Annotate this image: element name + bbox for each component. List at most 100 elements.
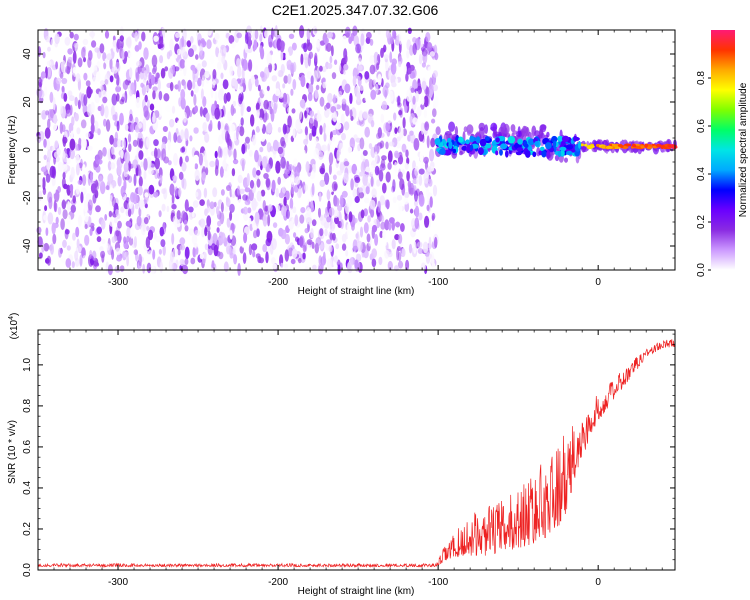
noise-cell <box>374 165 380 176</box>
noise-cell <box>62 172 66 179</box>
noise-cell <box>201 227 206 238</box>
noise-cell <box>143 170 147 180</box>
noise-cell <box>176 48 181 56</box>
noise-cell <box>96 236 102 243</box>
noise-cell <box>362 110 369 119</box>
noise-cell <box>413 241 417 254</box>
noise-cell <box>96 60 101 69</box>
noise-cell <box>239 126 245 137</box>
noise-cell <box>427 166 432 173</box>
noise-cell <box>424 121 430 131</box>
noise-cell <box>262 244 268 253</box>
noise-cell <box>40 166 47 173</box>
noise-cell <box>314 52 318 63</box>
noise-cell <box>259 146 264 153</box>
noise-cell <box>156 148 161 159</box>
noise-cell <box>146 262 152 274</box>
noise-cell <box>190 257 196 265</box>
signal-cell <box>560 149 565 157</box>
noise-cell <box>310 75 314 86</box>
snr-background <box>38 330 675 570</box>
noise-cell <box>69 31 74 39</box>
noise-cell <box>219 120 225 133</box>
noise-cell <box>434 52 439 61</box>
signal-cell <box>534 141 540 147</box>
noise-cell <box>91 40 97 48</box>
noise-cell <box>123 179 127 191</box>
noise-cell <box>129 67 133 78</box>
noise-cell <box>341 98 347 105</box>
noise-cell <box>230 175 234 185</box>
noise-cell <box>53 114 58 125</box>
noise-cell <box>143 47 149 60</box>
noise-cell <box>219 166 224 178</box>
noise-cell <box>40 71 46 79</box>
noise-cell <box>63 183 68 190</box>
noise-cell <box>365 186 370 195</box>
noise-cell <box>362 150 368 156</box>
noise-cell <box>179 258 185 267</box>
noise-cell <box>401 143 407 153</box>
noise-cell <box>397 260 404 269</box>
noise-cell <box>114 104 119 112</box>
noise-cell <box>252 134 257 146</box>
noise-cell <box>161 203 166 212</box>
snr-series-line <box>37 339 676 568</box>
noise-cell <box>260 189 266 197</box>
noise-cell <box>222 79 229 90</box>
noise-cell <box>201 77 205 88</box>
noise-cell <box>119 26 124 39</box>
noise-cell <box>168 258 174 271</box>
noise-cell <box>87 57 92 68</box>
noise-cell <box>231 185 235 195</box>
noise-cell <box>49 165 56 178</box>
noise-cell <box>181 146 186 153</box>
noise-cell <box>400 223 405 232</box>
noise-cell <box>215 78 219 84</box>
noise-cell <box>331 45 334 57</box>
noise-cell <box>116 38 122 50</box>
noise-cell <box>139 198 145 211</box>
noise-cell <box>111 154 116 160</box>
snr-x-tick-label: -100 <box>428 577 448 588</box>
noise-cell <box>206 215 212 227</box>
noise-cell <box>431 212 436 220</box>
signal-cell <box>500 143 508 150</box>
noise-cell <box>42 51 46 59</box>
noise-cell <box>333 255 338 263</box>
noise-cell <box>408 243 413 254</box>
noise-cell <box>428 253 433 259</box>
noise-cell <box>395 78 399 84</box>
noise-cell <box>343 172 349 184</box>
noise-cell <box>423 156 429 164</box>
noise-cell <box>191 161 196 170</box>
noise-cell <box>130 263 134 274</box>
noise-cell <box>146 225 150 231</box>
noise-cell <box>358 187 363 193</box>
noise-cell <box>423 109 428 118</box>
noise-cell <box>234 80 239 90</box>
noise-cell <box>236 185 241 196</box>
noise-cell <box>176 210 181 220</box>
noise-cell <box>200 29 207 35</box>
noise-cell <box>426 204 430 212</box>
noise-cell <box>142 118 147 132</box>
noise-cell <box>307 92 313 102</box>
noise-cell <box>364 71 370 80</box>
signal-cell <box>565 144 574 150</box>
noise-cell <box>204 226 208 237</box>
noise-cell <box>183 219 188 226</box>
noise-cell <box>174 66 180 72</box>
noise-cell <box>377 200 381 213</box>
noise-cell <box>333 94 336 104</box>
noise-cell <box>274 25 278 37</box>
noise-cell <box>88 72 92 78</box>
signal-cell <box>644 143 649 147</box>
noise-cell <box>169 81 174 92</box>
noise-cell <box>324 125 331 136</box>
noise-cell <box>253 230 258 239</box>
noise-cell <box>60 105 64 114</box>
noise-cell <box>387 118 392 124</box>
noise-cell <box>72 232 76 241</box>
noise-cell <box>116 120 120 132</box>
